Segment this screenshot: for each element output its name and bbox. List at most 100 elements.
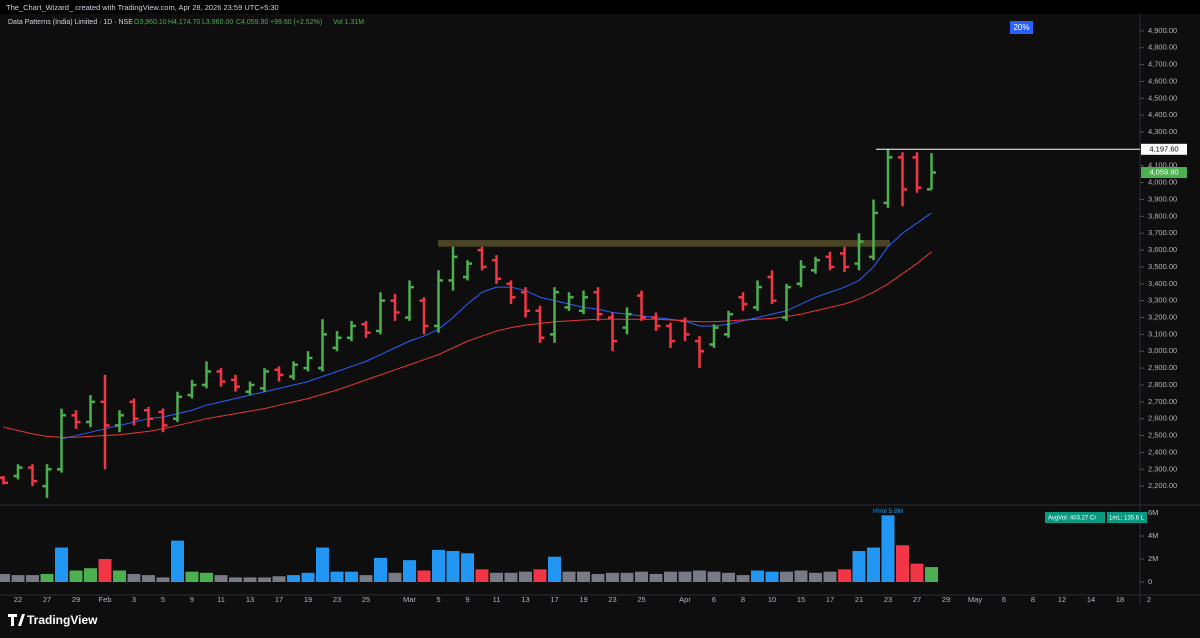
volume-bar: [722, 572, 735, 582]
volume-bar: [127, 573, 141, 582]
y-tick-label: 2,900.00: [1148, 363, 1177, 372]
volume-bar: [794, 570, 808, 582]
x-tick-label: 13: [246, 595, 254, 604]
change: +99.60 (+2.52%): [270, 19, 322, 26]
x-tick-label: 3: [132, 595, 136, 604]
volume-bar: [330, 571, 344, 582]
ohlc-high: H4,174.70: [168, 19, 200, 26]
volume-bar: [896, 545, 909, 582]
x-tick-label: 23: [884, 595, 892, 604]
ohlc-open: O3,960.10: [134, 19, 167, 26]
volume-bar: [548, 556, 561, 582]
volume-bar: [591, 573, 605, 582]
hline-label: 4,197.60: [1149, 144, 1178, 153]
y-tick-label: 4,000.00: [1148, 178, 1177, 187]
x-tick-label: 17: [550, 595, 558, 604]
x-tick-label: 17: [826, 595, 834, 604]
volume-bar: [910, 563, 924, 582]
volume-bar: [272, 576, 286, 582]
header-bar: [0, 0, 1200, 14]
y-tick-label: 4,400.00: [1148, 110, 1177, 119]
volume-bar: [388, 572, 402, 582]
volume-bar: [229, 577, 242, 582]
y-tick-label: 4,600.00: [1148, 76, 1177, 85]
x-tick-label: 6: [1002, 595, 1006, 604]
y-tick-label: 3,100.00: [1148, 329, 1177, 338]
x-tick-label: 29: [942, 595, 950, 604]
y-tick-label: 4,100.00: [1148, 161, 1177, 170]
volume-bar: [678, 571, 692, 582]
volume-bar: [359, 575, 373, 582]
x-tick-label: 8: [1031, 595, 1035, 604]
x-tick-label: 17: [275, 595, 283, 604]
volume-bar: [606, 572, 619, 582]
volume-bar: [258, 577, 271, 582]
volume-bar: [693, 570, 706, 582]
y-tick-label: 3,000.00: [1148, 346, 1177, 355]
x-tick-label: Feb: [99, 595, 112, 604]
y-tick-label: 2,500.00: [1148, 431, 1177, 440]
volume-bar: [490, 572, 503, 582]
x-tick-label: 27: [913, 595, 921, 604]
volume-bar: [823, 571, 837, 582]
x-tick-label: 23: [333, 595, 341, 604]
volume-bar: [751, 570, 764, 582]
volume-bar: [809, 572, 822, 582]
volume-bar: [664, 571, 677, 582]
x-tick-label: 21: [855, 595, 863, 604]
volume-bar: [533, 569, 547, 582]
x-tick-label: 12: [1058, 595, 1066, 604]
x-tick-label: 10: [768, 595, 776, 604]
x-tick-label: Apr: [679, 595, 691, 604]
x-tick-label: 13: [521, 595, 529, 604]
y-tick-label: 3,200.00: [1148, 313, 1177, 322]
badge-bg: [1010, 21, 1033, 34]
logo-mark: [8, 614, 25, 626]
volume-bar: [287, 575, 300, 582]
x-tick-label: 19: [304, 595, 312, 604]
y-tick-label: 4,500.00: [1148, 93, 1177, 102]
volume-bar: [417, 570, 431, 582]
y-tick-label: 3,700.00: [1148, 228, 1177, 237]
x-tick-label: 5: [161, 595, 165, 604]
y-tick-label: 2,200.00: [1148, 481, 1177, 490]
volume-bar: [475, 569, 489, 582]
volume-bar: [635, 571, 648, 582]
y-tick-label: 3,400.00: [1148, 279, 1177, 288]
badge: 20%: [1013, 23, 1029, 32]
legend: Data Patterns (India) Limited · 1D · NSE…: [8, 19, 364, 26]
last-price-bg: [1141, 167, 1187, 179]
x-tick-label: 29: [72, 595, 80, 604]
volume-tick-label: 6M: [1148, 508, 1158, 517]
volume-bar: [852, 550, 866, 582]
x-tick-label: 19: [579, 595, 587, 604]
x-tick-label: 9: [465, 595, 469, 604]
x-tick-label: May: [968, 595, 982, 604]
x-tick-label: 11: [493, 595, 501, 604]
volume-bar: [214, 575, 228, 582]
hline-label-bg: [1141, 143, 1187, 155]
brand: TradingView: [27, 613, 98, 627]
x-tick-label: 11: [217, 595, 225, 604]
volume-bar: [243, 577, 257, 582]
caption: The_Chart_Wizard_ created with TradingVi…: [6, 3, 279, 12]
volume-bar: [185, 571, 199, 582]
x-tick-label: 15: [797, 595, 805, 604]
volume-bar: [142, 575, 155, 582]
volume-bar: [55, 547, 68, 582]
x-tick-label: 2: [1147, 595, 1151, 604]
y-tick-label: 2,800.00: [1148, 380, 1177, 389]
volume-bar: [113, 570, 126, 582]
x-tick-label: 22: [14, 595, 22, 604]
ohlc-close: C4,059.90: [236, 19, 268, 26]
x-tick-label: 27: [43, 595, 51, 604]
volume-bar: [432, 549, 445, 582]
volume-bar: [316, 547, 329, 582]
symbol: Data Patterns (India) Limited · 1D · NSE: [8, 19, 133, 26]
volume-bar: [562, 571, 576, 582]
volume-bar: [765, 571, 779, 582]
x-tick-label: 6: [712, 595, 716, 604]
volume-bar: [707, 571, 721, 582]
y-tick-label: 2,400.00: [1148, 447, 1177, 456]
